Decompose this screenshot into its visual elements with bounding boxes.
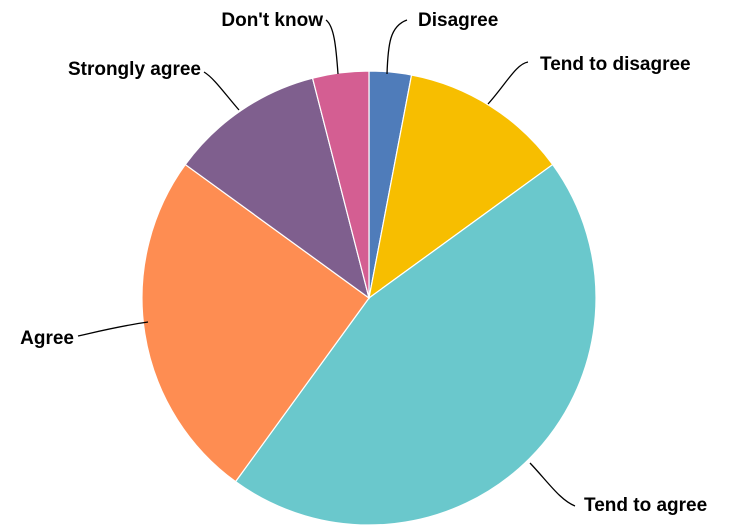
slice-don-t-know bbox=[311, 70, 370, 299]
slice-label-strongly-agree: Strongly agree bbox=[68, 59, 201, 80]
slice-label-don-t-know: Don't know bbox=[221, 10, 323, 31]
slices-layer bbox=[141, 70, 597, 526]
slice-strongly-agree bbox=[184, 77, 370, 300]
slice-label-agree: Agree bbox=[20, 328, 74, 349]
leader-line-strongly-agree bbox=[203, 71, 240, 111]
leader-line-tend-to-disagree bbox=[487, 61, 529, 105]
slice-agree bbox=[141, 163, 370, 483]
labels-layer: Disagree Tend to disagree Tend to agree Agr… bbox=[20, 10, 707, 516]
slice-tend-to-disagree bbox=[368, 74, 554, 300]
slice-label-tend-to-agree: Tend to agree bbox=[584, 495, 707, 516]
leader-line-don-t-know bbox=[325, 19, 339, 75]
slice-tend-to-agree bbox=[234, 163, 597, 526]
slice-label-tend-to-disagree: Tend to disagree bbox=[540, 54, 691, 75]
leaders-layer bbox=[77, 19, 576, 507]
slice-label-disagree: Disagree bbox=[418, 10, 498, 31]
leader-line-tend-to-agree bbox=[529, 462, 576, 507]
leader-line-agree bbox=[77, 321, 149, 337]
leader-line-disagree bbox=[386, 19, 408, 75]
